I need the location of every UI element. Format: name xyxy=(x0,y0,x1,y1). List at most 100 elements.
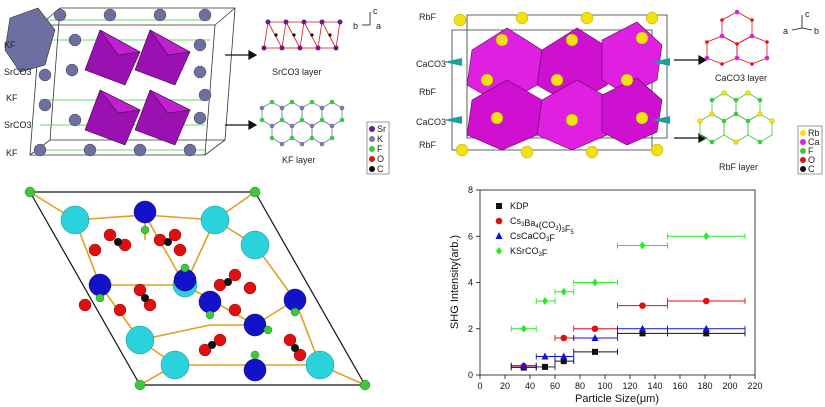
layer-label-b-4: CaCO3 xyxy=(416,117,446,127)
x-tick-label: 140 xyxy=(647,381,662,391)
data-point-series-3 xyxy=(703,232,710,241)
rb-spheres-b xyxy=(453,11,664,159)
layer-label-a-4: SrCO3 xyxy=(4,120,32,130)
legend-a-c: C xyxy=(377,164,384,174)
x-axis-label: Particle Size(μm) xyxy=(575,393,659,405)
data-point-series-2 xyxy=(591,334,599,341)
layer-label-b-2: CaCO3 xyxy=(416,59,446,69)
element-legend-b-items: Rb Ca F O C xyxy=(800,128,820,174)
legend-label-3: KSrCO3F xyxy=(510,246,548,258)
data-point-series-0 xyxy=(639,330,646,337)
shg-chart: 0 20 40 60 80 100 120 140 160 180 200 220 0 2 4 6 8 KDP… xyxy=(449,185,763,405)
axis-a-b: a xyxy=(783,26,788,36)
data-point-series-1 xyxy=(702,297,710,305)
black-spheres-c xyxy=(114,238,299,352)
layer-label-a-2: SrCO3 xyxy=(4,67,32,77)
x-tick-label: 20 xyxy=(500,381,510,391)
sr-polyhedra-a xyxy=(84,29,192,146)
data-point-series-3 xyxy=(560,287,567,296)
axis-b-b: b xyxy=(814,26,819,36)
axis-c-a: c xyxy=(373,6,378,16)
srco3-layer-lattice xyxy=(261,19,343,51)
legend-b-rb: Rb xyxy=(808,128,820,138)
rbf-layer-atoms xyxy=(697,90,775,145)
y-tick-label: 0 xyxy=(468,370,473,380)
k-spheres-a xyxy=(33,8,212,157)
structure-panel-a: KF SrCO3 KF SrCO3 KF SrCO3 layer xyxy=(4,6,390,175)
layer-label-b-5: RbF xyxy=(419,140,437,150)
legend-label-2: CsCaCO3F xyxy=(510,231,555,243)
x-tick-label: 0 xyxy=(477,381,482,391)
x-tick-label: 220 xyxy=(747,381,762,391)
x-tick-label: 120 xyxy=(622,381,637,391)
axis-c-b: c xyxy=(805,9,810,19)
axis-b-a: b xyxy=(353,21,358,31)
data-point-series-0 xyxy=(542,363,548,370)
layer-label-b-1: RbF xyxy=(419,12,437,22)
legend-b-ca: Ca xyxy=(808,137,820,147)
unit-cell-frame-a xyxy=(29,7,236,156)
layer-arrows-a xyxy=(225,49,258,131)
legend-b-o: O xyxy=(808,155,815,165)
y-tick-label: 2 xyxy=(468,324,473,334)
y-tick-label: 4 xyxy=(468,278,473,288)
kf-layer-atoms xyxy=(259,99,345,147)
k-polyhedron-a xyxy=(4,7,56,73)
layer-label-a-1: KF xyxy=(4,40,16,50)
x-tick-label: 180 xyxy=(697,381,712,391)
legend-a-k: K xyxy=(377,134,383,144)
data-point-series-0 xyxy=(560,358,567,365)
caption-srco3-layer: SrCO3 layer xyxy=(272,67,322,77)
x-tick-label: 100 xyxy=(597,381,612,391)
layer-arrows-b xyxy=(674,54,708,144)
y-tick-label: 8 xyxy=(468,185,473,195)
carbonate-triangles-b xyxy=(444,58,670,124)
axes-indicator-b xyxy=(791,15,813,31)
legend-a-sr: Sr xyxy=(377,124,386,134)
legend-b-c: C xyxy=(808,164,815,174)
data-point-series-3 xyxy=(592,278,598,287)
data-point-series-1 xyxy=(560,334,568,342)
legend-b-f: F xyxy=(808,146,814,156)
legend-marker-1 xyxy=(495,217,503,225)
axis-a-a: a xyxy=(376,21,381,31)
caption-kf-layer: KF layer xyxy=(282,155,316,165)
data-point-series-0 xyxy=(592,348,598,355)
layer-label-a-3: KF xyxy=(6,93,18,103)
data-point-series-2 xyxy=(541,352,549,360)
y-axis-label: SHG Intensity(arb.) xyxy=(449,235,461,329)
data-point-series-3 xyxy=(520,324,527,333)
legend-label-0: KDP xyxy=(510,201,529,211)
x-ticks: 0 20 40 60 80 100 120 140 160 180 200 220 xyxy=(477,375,763,391)
data-point-series-3 xyxy=(542,297,548,305)
x-tick-label: 60 xyxy=(550,381,560,391)
data-point-series-1 xyxy=(591,325,599,333)
data-point-series-2 xyxy=(639,324,646,332)
data-markers xyxy=(520,232,710,371)
y-tick-label: 6 xyxy=(468,231,473,241)
cyan-spheres-c xyxy=(60,205,335,380)
data-point-series-1 xyxy=(639,302,646,309)
element-legend-a-items: Sr K F O C xyxy=(369,124,386,174)
caption-rbf-layer: RbF layer xyxy=(719,162,758,172)
legend-label-1: Cs3Ba4(CO3)3F5 xyxy=(510,216,574,236)
legend-a-o: O xyxy=(377,154,384,164)
caco3-layer-lattice xyxy=(704,9,770,66)
legend-marker-3 xyxy=(496,247,502,255)
structure-panel-b: RbF CaCO3 RbF CaCO3 RbF CaCO3 layer xyxy=(416,9,823,175)
red-spheres-c xyxy=(78,228,307,362)
x-tick-label: 200 xyxy=(722,381,737,391)
x-tick-label: 160 xyxy=(672,381,687,391)
x-tick-label: 80 xyxy=(575,381,585,391)
data-point-series-3 xyxy=(639,241,646,250)
structure-panel-c xyxy=(24,186,371,391)
blue-spheres-c xyxy=(88,200,307,382)
data-point-series-2 xyxy=(520,361,528,369)
caption-caco3-layer: CaCO3 layer xyxy=(715,73,767,83)
x-tick-label: 40 xyxy=(525,381,535,391)
data-point-series-2 xyxy=(560,352,568,360)
legend-a-f: F xyxy=(377,144,383,154)
green-spheres-c xyxy=(24,186,371,391)
legend-marker-0 xyxy=(496,203,502,209)
